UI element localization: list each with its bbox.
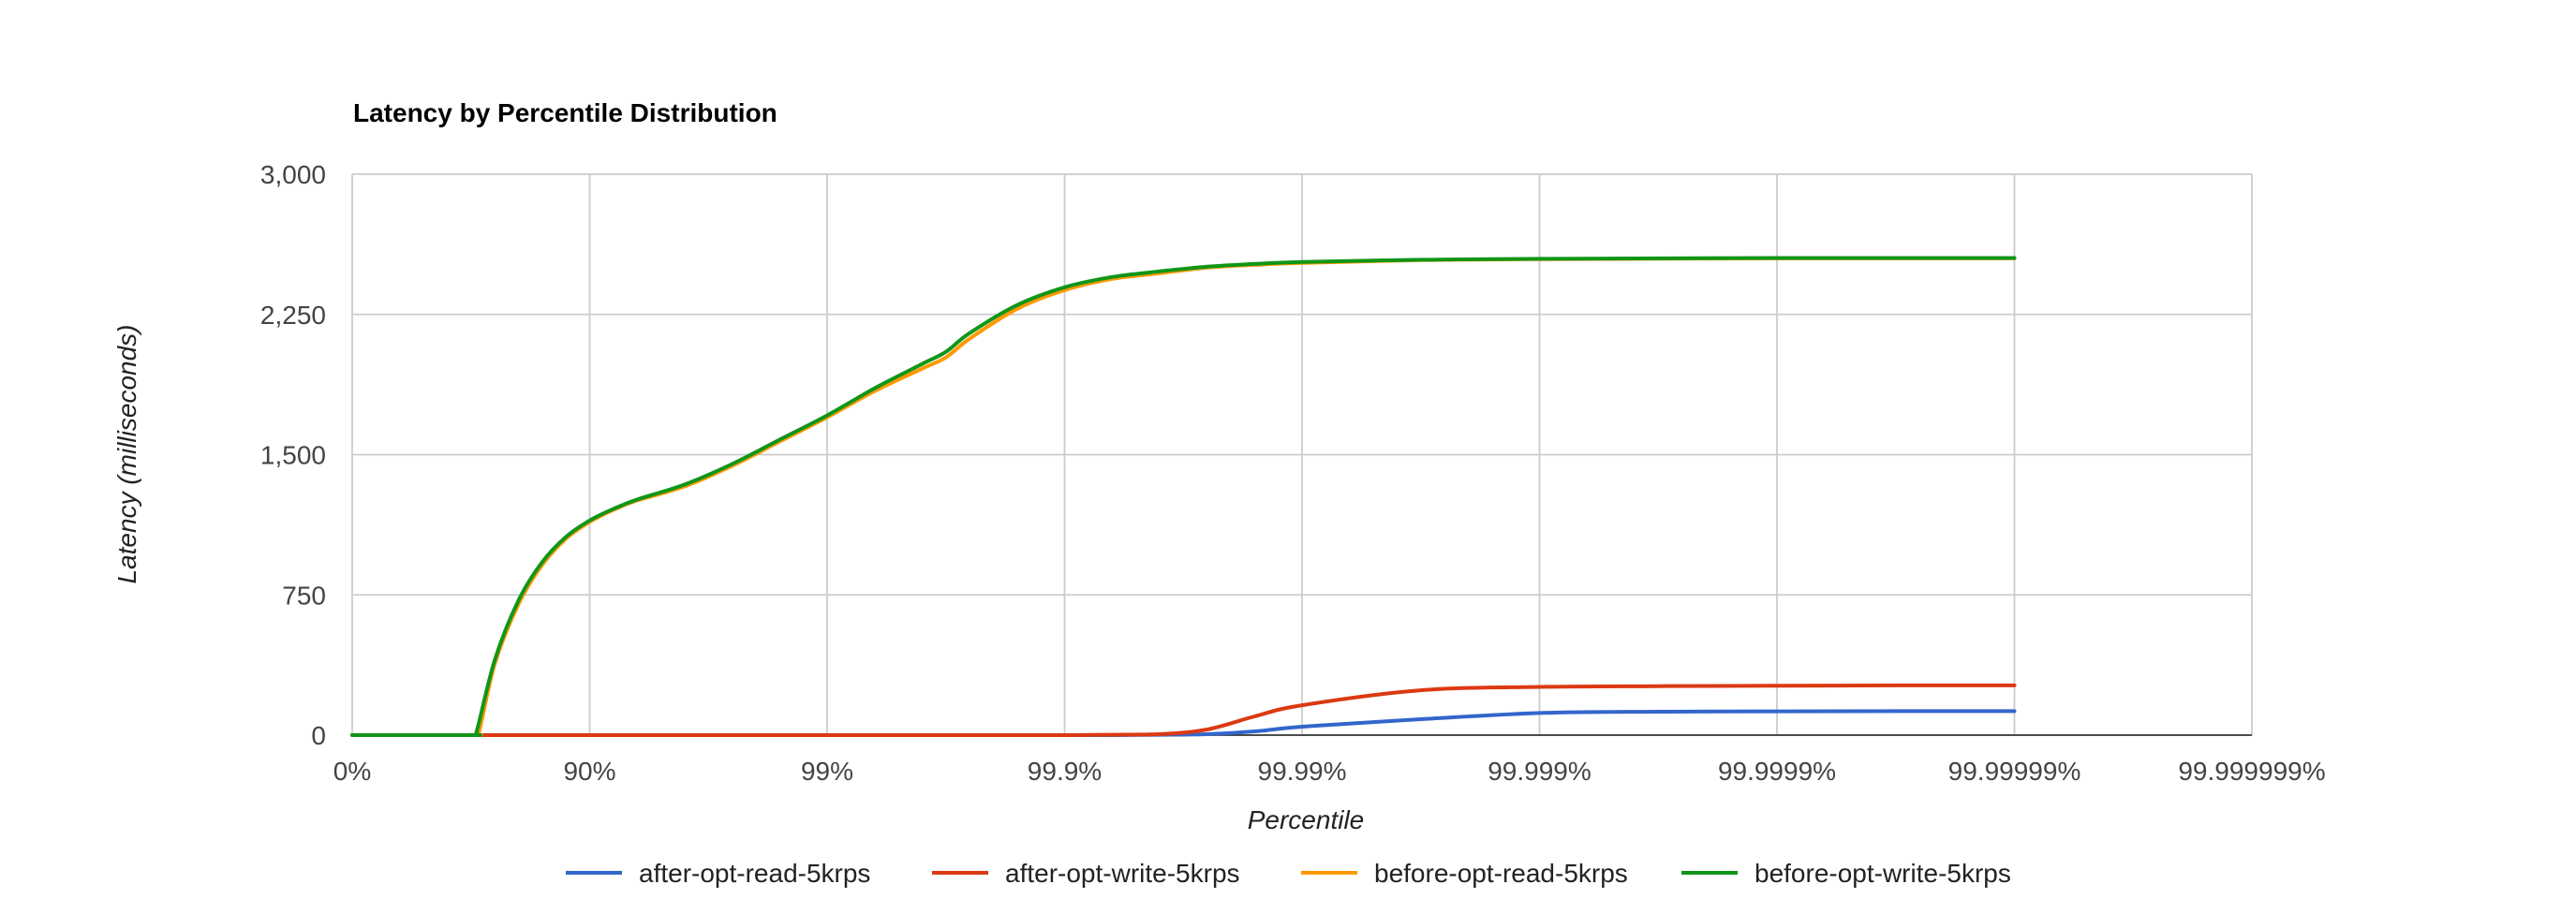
x-tick-label: 99.999% [1488,757,1591,786]
x-tick-label: 99.999999% [2178,757,2325,786]
x-tick-label: 99% [801,757,853,786]
y-tick-labels: 0 750 1,500 2,250 3,000 [260,160,326,750]
y-tick-label: 0 [311,721,326,750]
series-lines [350,256,2017,738]
gridlines [351,173,2253,735]
x-tick-labels: 0% 90% 99% 99.9% 99.99% 99.999% 99.9999% 99.999… [333,757,2326,786]
y-tick-label: 3,000 [260,160,326,189]
legend-label: before-opt-read-5krps [1374,859,1628,888]
x-tick-label: 99.9% [1028,757,1102,786]
legend-label: before-opt-write-5krps [1754,859,2011,888]
series-line-after-opt-write-5krps [350,683,2017,738]
chart-title: Latency by Percentile Distribution [353,98,777,127]
y-axis-title: Latency (milliseconds) [112,325,141,584]
y-tick-label: 750 [282,581,326,610]
x-tick-label: 99.99999% [1948,757,2081,786]
legend-label: after-opt-read-5krps [639,859,870,888]
series-line-before-opt-write-5krps [350,256,2017,738]
x-tick-label: 99.99% [1258,757,1347,786]
legend-label: after-opt-write-5krps [1005,859,1240,888]
x-tick-label: 90% [563,757,615,786]
x-tick-label: 99.9999% [1718,757,1836,786]
y-tick-label: 2,250 [260,301,326,330]
x-axis-title: Percentile [1248,805,1365,834]
y-tick-label: 1,500 [260,441,326,470]
series-line-before-opt-read-5krps [350,256,2017,738]
legend: after-opt-read-5krps after-opt-write-5krp… [566,859,2011,888]
x-tick-label: 0% [333,757,371,786]
